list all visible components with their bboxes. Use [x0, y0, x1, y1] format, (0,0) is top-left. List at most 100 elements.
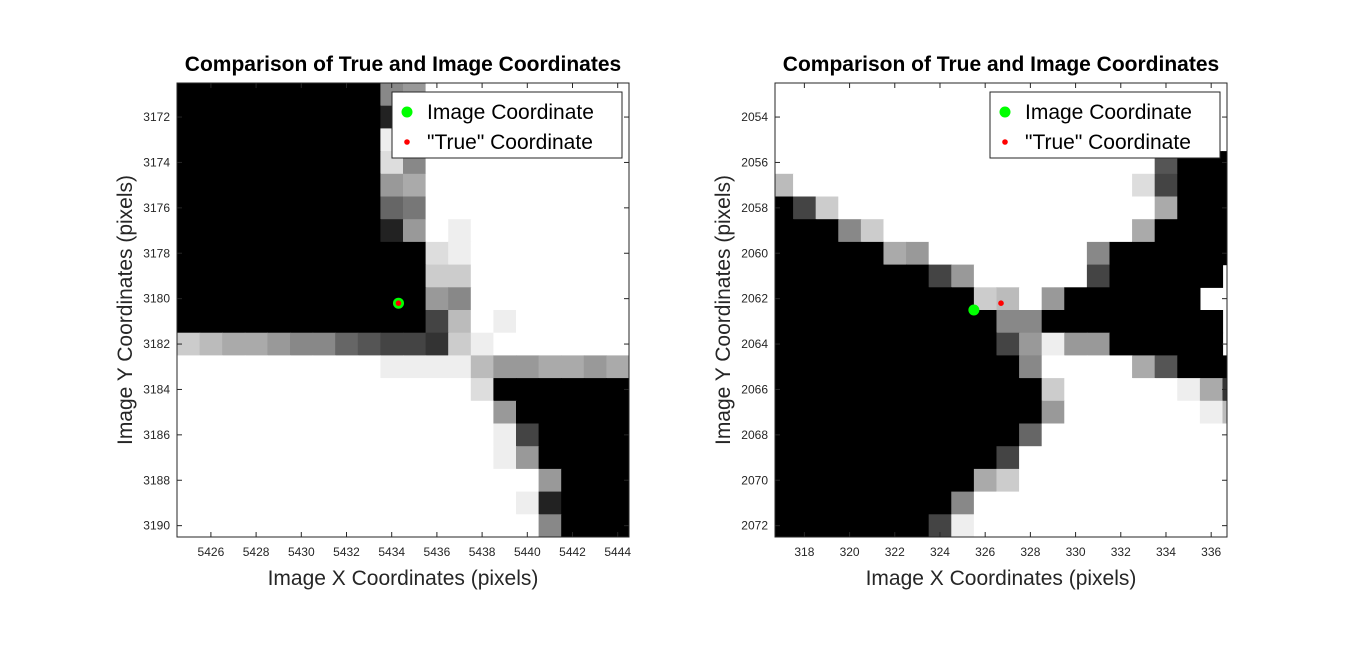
image-pixel	[470, 310, 494, 334]
image-pixel	[290, 105, 314, 129]
image-pixel	[629, 219, 652, 242]
image-pixel	[883, 151, 907, 175]
image-pixel	[516, 468, 540, 493]
image-pixel	[244, 264, 268, 288]
image-pixel	[199, 173, 223, 198]
image-pixel	[606, 264, 629, 288]
image-pixel	[222, 378, 246, 402]
image-pixel	[996, 537, 1019, 560]
image-pixel	[267, 378, 291, 402]
image-pixel	[290, 491, 314, 515]
image-pixel	[906, 378, 930, 402]
image-pixel	[583, 196, 607, 220]
image-pixel	[583, 400, 607, 425]
x-axis-label: Image X Coordinates (pixels)	[268, 567, 539, 590]
image-pixel	[775, 128, 794, 152]
image-pixel	[860, 173, 885, 198]
image-pixel	[1041, 241, 1065, 266]
image-pixel	[1177, 400, 1201, 425]
image-pixel	[1154, 173, 1178, 198]
image-pixel	[561, 446, 585, 470]
image-pixel	[1064, 196, 1088, 220]
image-pixel	[380, 173, 404, 198]
image-pixel	[380, 196, 404, 220]
image-pixel	[538, 491, 562, 515]
image-pixel	[199, 105, 223, 129]
image-pixel	[538, 514, 562, 537]
image-pixel	[1064, 264, 1088, 288]
image-pixel	[267, 310, 291, 334]
image-pixel	[199, 83, 223, 107]
image-pixel	[928, 423, 952, 447]
image-pixel	[583, 264, 607, 288]
image-pixel	[1064, 219, 1088, 243]
image-pixel	[1132, 468, 1156, 493]
image-pixel	[1019, 173, 1043, 198]
image-pixel	[357, 514, 381, 537]
image-pixel	[1064, 491, 1088, 515]
y-tick-label: 3178	[143, 246, 170, 260]
true-coordinate-marker	[998, 300, 1004, 306]
image-pixel	[996, 446, 1020, 470]
image-pixel	[583, 468, 607, 493]
image-pixel	[1268, 469, 1291, 492]
image-pixel	[775, 423, 794, 447]
image-pixel	[951, 173, 975, 198]
image-pixel	[928, 151, 952, 175]
image-pixel	[606, 241, 629, 266]
image-pixel	[1199, 219, 1224, 243]
image-pixel	[973, 264, 998, 288]
image-pixel	[222, 446, 246, 470]
image-pixel	[177, 446, 201, 470]
image-pixel	[951, 241, 975, 266]
image-pixel	[815, 287, 839, 311]
image-pixel	[1154, 264, 1178, 288]
y-tick-label: 2062	[741, 292, 768, 306]
image-pixel	[951, 83, 975, 107]
image-pixel	[973, 378, 998, 402]
image-pixel	[177, 491, 201, 515]
image-pixel	[244, 468, 268, 493]
image-pixel	[312, 310, 336, 334]
image-pixel	[493, 468, 517, 493]
image-pixel	[290, 128, 314, 152]
image-pixel	[928, 173, 952, 198]
image-pixel	[1041, 491, 1065, 515]
image-pixel	[815, 151, 839, 175]
image-pixel	[335, 151, 359, 175]
image-pixel	[883, 264, 907, 288]
image-pixel	[199, 241, 223, 266]
image-pixel	[199, 264, 223, 288]
image-pixel	[775, 400, 794, 425]
image-pixel	[403, 355, 427, 379]
y-tick-label: 3174	[143, 155, 170, 169]
image-pixel	[951, 446, 975, 470]
image-pixel	[199, 287, 223, 311]
image-pixel	[222, 151, 246, 175]
image-pixel	[838, 378, 862, 402]
image-pixel	[1199, 423, 1224, 447]
image-pixel	[470, 423, 494, 447]
image-pixel	[906, 196, 930, 220]
x-tick-label: 5442	[559, 545, 586, 559]
image-pixel	[448, 400, 472, 425]
image-pixel	[1177, 219, 1201, 243]
image-pixel	[606, 400, 629, 425]
image-pixel	[267, 196, 291, 220]
image-pixel	[290, 83, 314, 107]
image-pixel	[199, 128, 223, 152]
image-pixel	[629, 151, 652, 174]
image-pixel	[1132, 332, 1156, 356]
image-pixel	[516, 446, 540, 470]
image-pixel	[267, 491, 291, 515]
image-pixel	[335, 105, 359, 129]
image-pixel	[1041, 173, 1065, 198]
image-pixel	[996, 491, 1020, 515]
image-pixel	[1222, 537, 1245, 560]
image-pixel	[793, 264, 817, 288]
image-pixel	[470, 468, 494, 493]
image-pixel	[1177, 241, 1201, 266]
image-pixel	[1177, 468, 1201, 493]
image-pixel	[312, 264, 336, 288]
image-pixel	[951, 537, 974, 560]
